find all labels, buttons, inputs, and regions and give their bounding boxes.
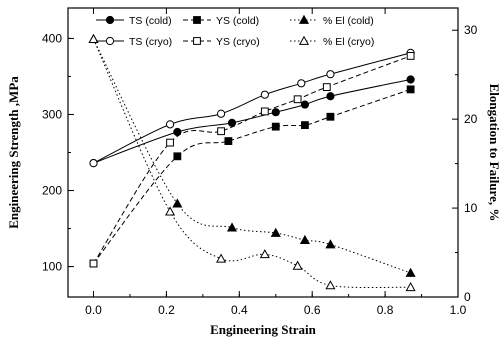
x-axis-ticks: 0.0 0.2 0.4 0.6 0.8 1.0 [85,8,467,317]
data-point [173,152,182,161]
series-markers [88,33,416,292]
data-point [166,138,174,147]
data-point [172,198,183,208]
data-point [406,85,415,94]
data-point [224,137,233,145]
data-point [271,122,280,131]
data-point [165,206,176,216]
series-line-4 [93,38,411,274]
data-point [325,280,336,290]
data-point [260,90,269,99]
data-point [271,108,280,117]
data-point [260,107,269,116]
series-line-5 [93,38,411,289]
legend-marker [193,16,201,24]
y-left-axis-ticks: 100 200 300 400 [42,31,74,274]
legend-label: YS (cryo) [216,36,260,48]
legend: TS (cold) YS (cold) % El (cold) TS (cryo) YS… [96,14,374,48]
data-point [259,249,270,259]
x-tick-label: 0.6 [304,303,321,317]
data-point [216,109,226,118]
data-point [292,260,303,270]
x-tick-label: 0.2 [158,303,175,317]
data-point [406,75,415,84]
legend-marker [105,36,115,46]
legend-label: % El (cryo) [323,36,374,48]
data-point [293,95,302,104]
y-right-axis-ticks: 0 10 20 30 [452,23,478,304]
legend-label: % El (cold) [323,15,374,27]
x-tick-label: 0.4 [231,303,248,317]
data-point [270,227,281,237]
data-point [406,52,415,60]
data-point [325,239,336,249]
series-line-3 [93,55,411,264]
data-point [226,222,238,232]
data-point [227,118,237,127]
data-point [88,33,99,43]
legend-marker [193,37,201,45]
series-line-1 [93,52,411,164]
y-left-tick-label: 100 [42,260,62,274]
legend-marker [105,15,115,25]
data-point [299,234,310,244]
data-point [322,83,331,91]
series-lines [93,38,411,289]
y-right-tick-label: 20 [464,112,478,126]
legend-marker [298,35,310,45]
data-point [405,281,416,292]
legend-marker [298,14,310,24]
legend-label: TS (cold) [129,15,172,27]
data-point [301,121,309,130]
legend-label: YS (cold) [216,15,259,27]
y-right-tick-label: 0 [464,290,471,304]
data-point [216,253,227,263]
data-point [326,112,335,121]
series-line-2 [93,88,411,264]
data-point [173,127,182,137]
y-left-tick-label: 400 [42,31,62,45]
data-point [89,159,98,168]
y-right-tick-label: 30 [464,23,478,37]
y-left-tick-label: 300 [42,107,62,121]
y-right-axis-title: Elongation to Failure, % [487,84,499,222]
data-point [217,127,225,136]
data-point [326,70,335,79]
x-tick-label: 0.8 [377,303,394,317]
y-left-tick-label: 200 [42,184,62,198]
x-tick-label: 0.0 [85,303,102,317]
y-right-tick-label: 10 [464,201,478,215]
data-point [300,100,310,109]
x-axis-title: Engineering Strain [210,322,317,337]
x-tick-label: 1.0 [450,303,467,317]
data-point [297,79,306,88]
data-point [165,120,175,129]
legend-label: TS (cryo) [129,36,172,48]
data-point [326,92,335,101]
y-left-axis-title: Engineering Strength ,MPa [6,76,21,229]
data-point [405,267,416,277]
data-point [89,259,98,268]
